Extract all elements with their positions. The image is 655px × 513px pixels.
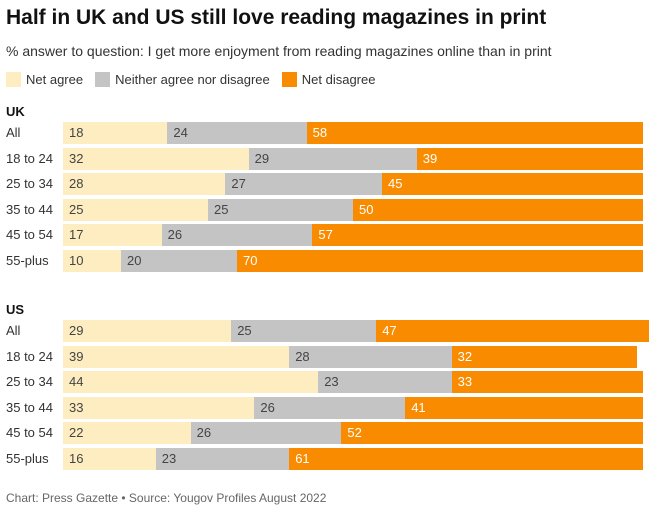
bar-segment: 25 [63, 198, 208, 221]
legend-swatch [6, 72, 21, 87]
bar-segment: 17 [63, 224, 162, 247]
legend-label: Neither agree nor disagree [115, 72, 270, 87]
bar-segment: 70 [237, 250, 643, 272]
chart-title: Half in UK and US still love reading mag… [6, 6, 547, 29]
bar-segment: 39 [416, 147, 643, 170]
bar-segment: 20 [121, 250, 237, 272]
bar-segment: 26 [190, 422, 342, 445]
legend-item: Net disagree [281, 72, 376, 87]
bar-segment: 26 [161, 224, 313, 247]
category-label: All [6, 323, 21, 338]
category-label: 25 to 34 [6, 176, 53, 192]
bar-segment: 29 [248, 147, 417, 170]
bar-segment: 32 [451, 345, 638, 368]
group-label: US [6, 302, 25, 317]
bar-segment: 41 [405, 396, 643, 419]
category-label: 18 to 24 [6, 150, 53, 166]
category-label: 45 to 54 [6, 227, 53, 243]
bar-segment: 39 [63, 345, 290, 368]
bar-segment: 33 [63, 396, 255, 419]
group-label: UK [6, 104, 25, 119]
category-label: 45 to 54 [6, 425, 53, 441]
legend-label: Net agree [26, 72, 84, 87]
legend-item: Neither agree nor disagree [95, 72, 270, 87]
category-label: 18 to 24 [6, 348, 53, 364]
bar-segment: 23 [318, 371, 452, 394]
legend-item: Net agree [6, 72, 83, 87]
bar-segment: 52 [341, 422, 643, 445]
bar-segment: 28 [289, 345, 452, 368]
category-label: 55-plus [6, 253, 49, 268]
bar-segment: 23 [155, 448, 290, 470]
bar-segment: 10 [63, 250, 121, 272]
category-label: 25 to 34 [6, 374, 53, 390]
category-label: 35 to 44 [6, 399, 53, 415]
bar-segment: 47 [376, 320, 649, 342]
bar-segment: 44 [63, 371, 319, 394]
bar-segment: 25 [208, 198, 353, 221]
bar-segment: 16 [63, 448, 156, 470]
footer: Chart: Press Gazette • Source: Yougov Pr… [6, 491, 327, 505]
bar-segment: 32 [63, 147, 249, 170]
bar-segment: 22 [63, 422, 191, 445]
legend-swatch [95, 72, 111, 87]
bar-segment: 33 [451, 371, 643, 394]
bar-segment: 24 [167, 122, 307, 144]
legend-swatch [281, 72, 297, 87]
category-label: 35 to 44 [6, 201, 53, 217]
bar-segment: 58 [306, 122, 643, 144]
bar-segment: 45 [382, 173, 643, 196]
bar-segment: 28 [63, 173, 226, 196]
bar-segment: 61 [289, 448, 643, 470]
bar-segment: 25 [231, 320, 377, 342]
category-label: All [6, 125, 21, 140]
category-label: 55-plus [6, 451, 49, 466]
legend-label: Net disagree [301, 72, 376, 87]
chart-subtitle: % answer to question: I get more enjoyme… [6, 43, 552, 59]
bar-segment: 26 [254, 396, 406, 419]
bar-segment: 50 [353, 198, 643, 221]
legend: Net agree Neither agree nor disagree Net d… [6, 72, 375, 87]
bar-segment: 27 [225, 173, 382, 196]
bar-segment: 29 [63, 320, 232, 342]
bar-segment: 57 [312, 224, 643, 247]
bar-segment: 18 [63, 122, 168, 144]
